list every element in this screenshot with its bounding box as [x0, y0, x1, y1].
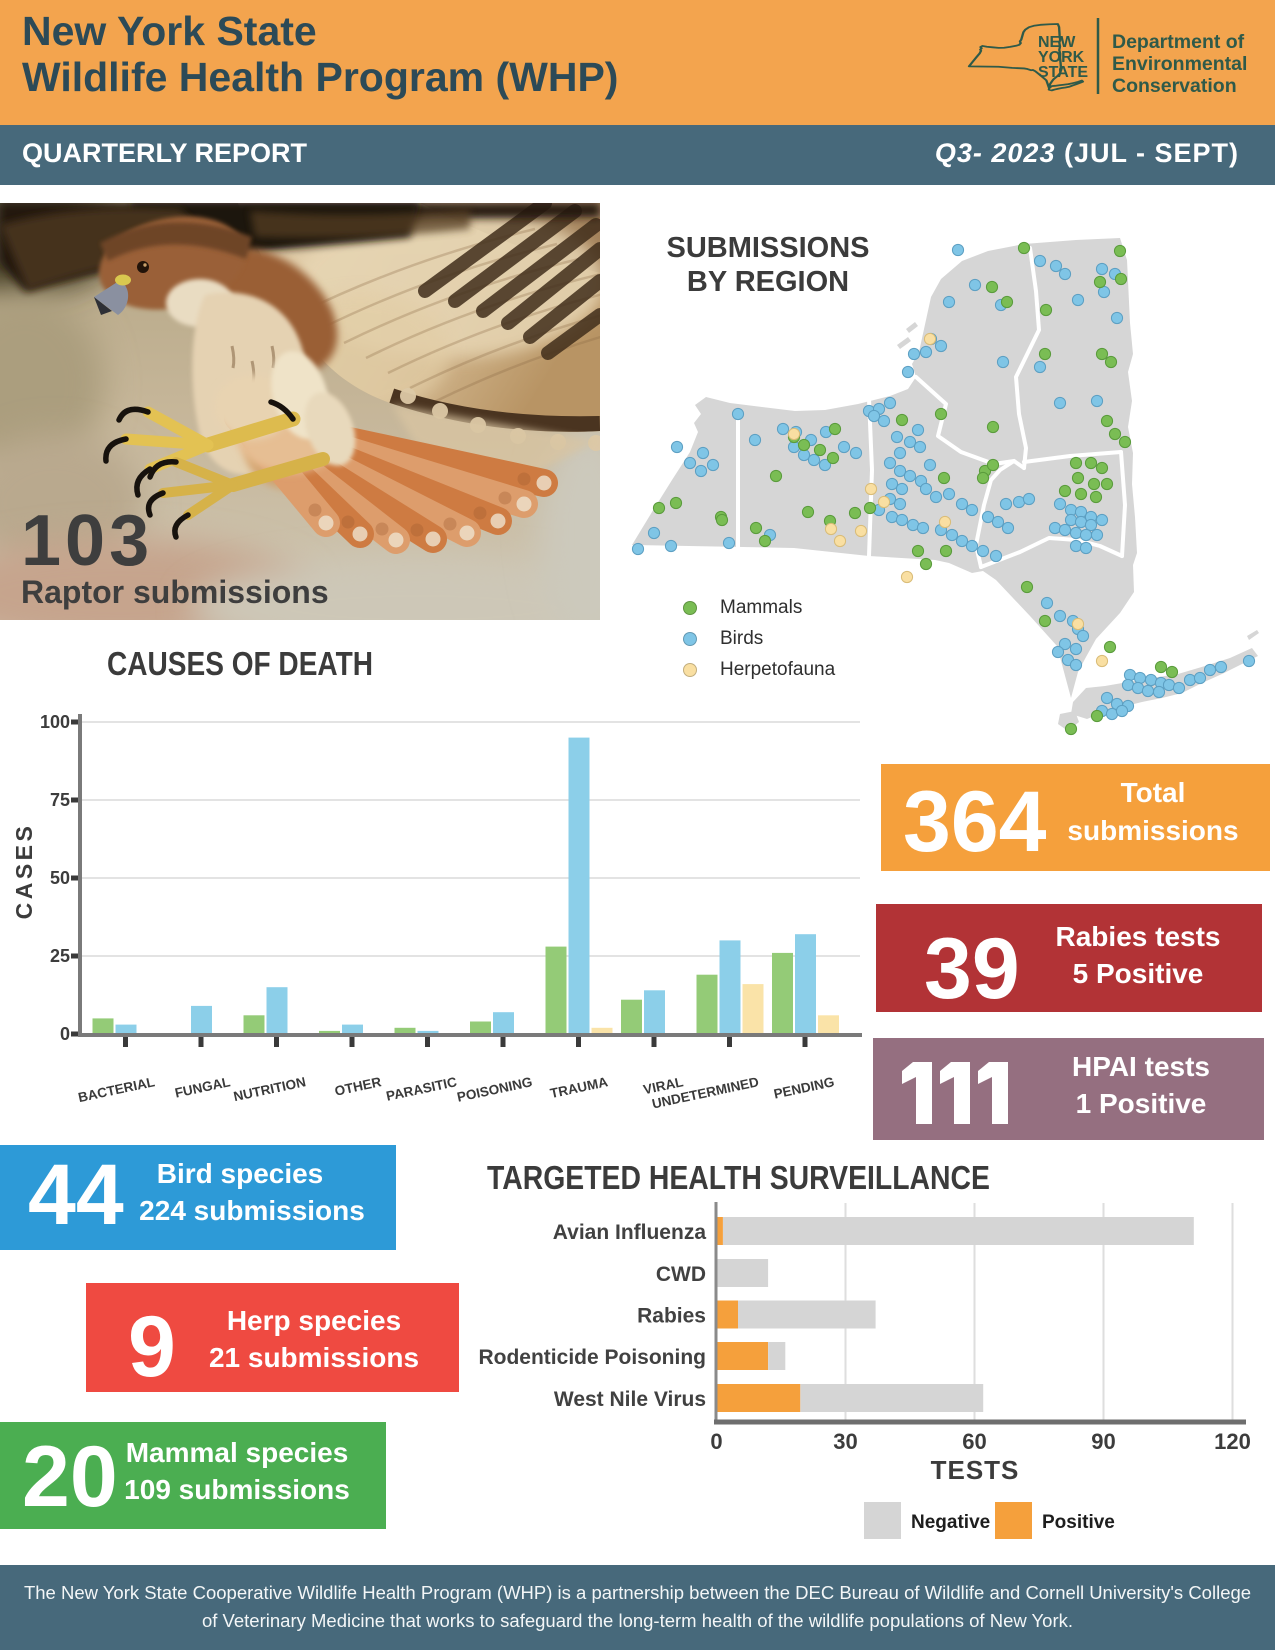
svg-text:25: 25	[50, 946, 70, 966]
svg-text:FUNGAL: FUNGAL	[173, 1074, 231, 1100]
svg-text:Rodenticide Poisoning: Rodenticide Poisoning	[478, 1346, 706, 1369]
svg-text:PARASITIC: PARASITIC	[385, 1074, 459, 1104]
svg-text:POISONING: POISONING	[456, 1074, 534, 1105]
svg-text:YORK: YORK	[1038, 49, 1085, 66]
svg-text:NUTRITION: NUTRITION	[232, 1074, 307, 1104]
svg-text:West Nile Virus: West Nile Virus	[554, 1388, 706, 1411]
svg-text:100: 100	[40, 712, 70, 732]
svg-text:Conservation: Conservation	[1112, 75, 1237, 97]
svg-text:50: 50	[50, 868, 70, 888]
svg-text:TESTS: TESTS	[931, 1455, 1020, 1485]
svg-text:120: 120	[1214, 1429, 1251, 1454]
svg-text:90: 90	[1091, 1429, 1115, 1454]
svg-text:30: 30	[833, 1429, 857, 1454]
svg-text:Rabies: Rabies	[637, 1305, 706, 1328]
svg-text:NEW: NEW	[1038, 34, 1076, 51]
svg-text:OTHER: OTHER	[333, 1074, 383, 1099]
svg-text:CASES: CASES	[11, 823, 37, 920]
svg-text:TRAUMA: TRAUMA	[549, 1074, 610, 1101]
svg-text:Positive: Positive	[1042, 1512, 1115, 1533]
svg-text:0: 0	[60, 1024, 70, 1044]
svg-text:Department of: Department of	[1112, 31, 1245, 53]
svg-text:PENDING: PENDING	[772, 1074, 835, 1101]
svg-text:Negative: Negative	[911, 1512, 990, 1533]
svg-text:BACTERIAL: BACTERIAL	[77, 1074, 156, 1105]
svg-text:Environmental: Environmental	[1112, 53, 1247, 75]
svg-text:60: 60	[962, 1429, 986, 1454]
svg-text:CWD: CWD	[656, 1263, 706, 1286]
svg-text:0: 0	[710, 1429, 722, 1454]
svg-text:Avian Influenza: Avian Influenza	[553, 1221, 707, 1244]
svg-text:75: 75	[50, 790, 70, 810]
svg-text:STATE: STATE	[1038, 64, 1088, 81]
